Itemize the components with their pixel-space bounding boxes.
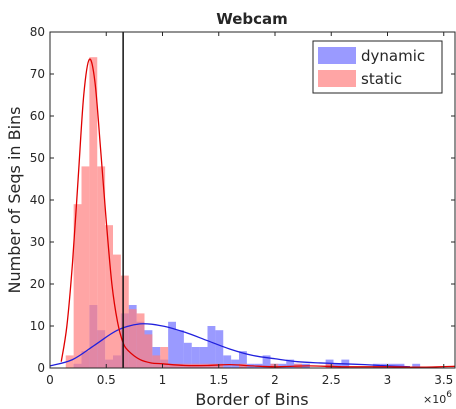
static-bar: [176, 363, 184, 368]
chart-title: Webcam: [216, 10, 288, 28]
static-bar: [270, 363, 279, 368]
y-tick-label: 60: [30, 109, 45, 123]
y-tick-label: 80: [30, 25, 45, 39]
dynamic-bar: [231, 359, 239, 368]
y-tick-label: 10: [30, 319, 45, 333]
y-tick-label: 50: [30, 151, 45, 165]
x-tick-label: 0: [46, 373, 54, 387]
x-tick-label: 3.5: [434, 373, 453, 387]
y-tick-label: 40: [30, 193, 45, 207]
legend-swatch-dynamic: [318, 47, 356, 64]
x-tick-label: 3: [384, 373, 392, 387]
dynamic-bar: [333, 363, 342, 368]
dynamic-bar: [278, 363, 287, 368]
x-tick-label: 1: [159, 373, 167, 387]
dynamic-bar: [286, 359, 295, 368]
legend-label-dynamic: dynamic: [361, 47, 425, 65]
dynamic-bar: [215, 330, 224, 368]
dynamic-bar: [191, 347, 200, 368]
static-bar: [97, 166, 106, 368]
legend-swatch-static: [318, 70, 356, 87]
dynamic-bar: [207, 326, 216, 368]
dynamic-bar: [183, 342, 192, 368]
legend: dynamic static: [312, 40, 443, 94]
static-bar: [136, 313, 145, 368]
x-axis-label: Border of Bins: [195, 390, 308, 409]
dynamic-bar: [199, 347, 208, 368]
x-tick-label: 1.5: [209, 373, 228, 387]
dynamic-bar: [262, 355, 271, 368]
static-bar: [120, 275, 129, 368]
static-density-curve: [60, 58, 456, 368]
density-curves: [49, 58, 456, 368]
static-bar: [215, 363, 224, 368]
static-bar: [73, 204, 82, 368]
dynamic-bar: [239, 351, 247, 368]
y-tick-label: 20: [30, 277, 45, 291]
dynamic-bar: [223, 355, 232, 368]
y-axis-label: Number of Seqs in Bins: [5, 106, 24, 293]
x-axis-multiplier: ×106: [423, 390, 452, 406]
dynamic-density-curve: [49, 323, 411, 368]
y-tick-label: 30: [30, 235, 45, 249]
x-tick-label: 2: [271, 373, 279, 387]
dynamic-bar: [176, 330, 184, 368]
static-bar: [168, 363, 176, 368]
static-bar: [105, 225, 113, 368]
legend-label-static: static: [361, 70, 402, 88]
y-tick-label: 0: [37, 361, 45, 375]
x-tick-label: 2.5: [322, 373, 341, 387]
static-bar: [128, 309, 137, 368]
y-axis-ticks: 0 10 20 30 40 50 60 70 80: [30, 25, 455, 375]
static-bar: [89, 57, 98, 368]
dynamic-bar: [412, 363, 421, 368]
static-bar: [81, 166, 90, 368]
static-bar: [152, 355, 161, 368]
static-bar: [65, 355, 74, 368]
static-bar: [160, 347, 169, 368]
x-axis-ticks: 0 0.5 1 1.5 2 2.5 3 3.5: [46, 32, 453, 387]
dynamic-bar: [168, 321, 176, 368]
y-tick-label: 70: [30, 67, 45, 81]
x-tick-label: 0.5: [97, 373, 116, 387]
static-bar: [113, 254, 121, 368]
static-bar: [144, 334, 153, 368]
